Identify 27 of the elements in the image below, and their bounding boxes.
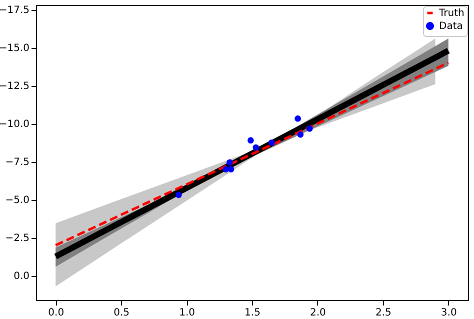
- y-tick-label: −10.0: [0, 119, 30, 130]
- point: [248, 137, 254, 144]
- y-tick-label: 0.0: [14, 271, 30, 282]
- point: [226, 159, 233, 166]
- x-tick-label: 2.0: [310, 308, 326, 318]
- point: [176, 192, 182, 198]
- y-tick-label: −2.5: [5, 233, 30, 244]
- legend-label: Data: [439, 21, 463, 32]
- y-tick-label: −15.0: [0, 43, 30, 54]
- point: [306, 125, 313, 132]
- y-tick-label: −12.5: [0, 81, 30, 92]
- x-tick-label: 1.5: [244, 308, 260, 318]
- x-tick-label: 0.0: [48, 308, 64, 318]
- legend-label: Truth: [438, 8, 464, 19]
- point: [228, 166, 234, 172]
- x-tick-label: 0.5: [114, 308, 130, 318]
- point: [294, 115, 301, 122]
- y-tick-label: −5.0: [5, 195, 30, 206]
- point: [222, 166, 229, 172]
- point: [252, 144, 260, 151]
- point: [268, 139, 275, 146]
- y-tick-label: −7.5: [5, 157, 30, 168]
- x-tick-label: 1.0: [179, 308, 195, 318]
- point: [297, 131, 304, 138]
- y-tick-label: −17.5: [0, 5, 30, 16]
- x-tick-label: 2.5: [375, 308, 392, 318]
- x-tick-label: 3.0: [440, 308, 457, 318]
